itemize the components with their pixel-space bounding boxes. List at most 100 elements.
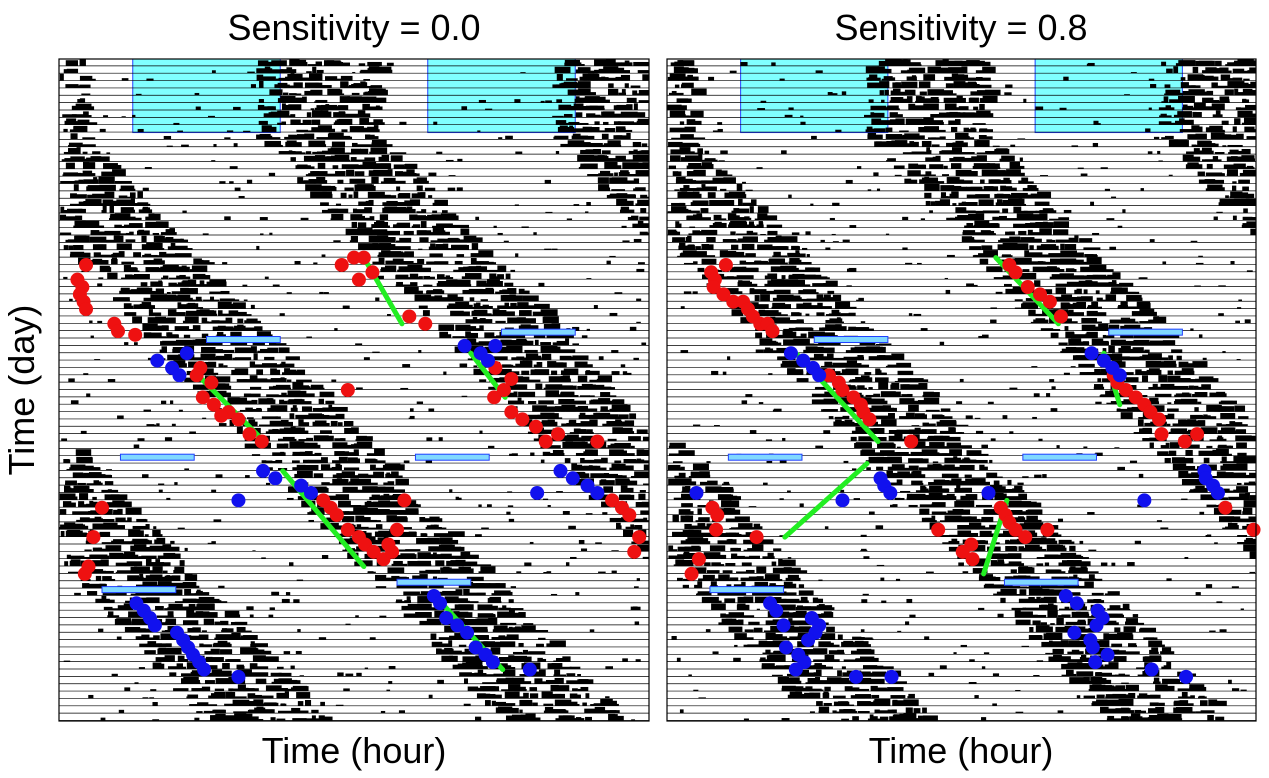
activity-bar — [384, 251, 402, 258]
activity-bar — [630, 606, 638, 611]
activity-bar — [210, 693, 224, 699]
activity-bar — [592, 402, 601, 405]
activity-bar — [98, 176, 115, 184]
activity-bar — [432, 210, 438, 213]
activity-bar — [569, 419, 577, 427]
activity-bar — [639, 155, 649, 162]
activity-bar — [386, 62, 394, 66]
activity-bar — [301, 406, 313, 412]
activity-bar — [1003, 177, 1010, 184]
onset-point-red — [334, 257, 349, 272]
onset-point-red — [351, 272, 366, 287]
activity-bar — [385, 260, 394, 265]
activity-bar — [97, 320, 103, 324]
activity-bar — [240, 635, 257, 640]
onset-point-blue — [530, 485, 545, 500]
activity-bar — [461, 395, 468, 397]
activity-bar — [343, 451, 350, 456]
activity-bar — [133, 252, 142, 258]
activity-bar — [538, 669, 546, 677]
activity-bar — [925, 157, 938, 162]
activity-bar — [518, 325, 527, 331]
activity-bar — [262, 76, 276, 81]
activity-bar — [1008, 198, 1023, 206]
activity-bar — [1178, 95, 1195, 103]
activity-bar — [1019, 157, 1023, 162]
activity-bar — [92, 156, 105, 162]
activity-bar — [309, 486, 327, 493]
activity-bar — [606, 260, 611, 265]
activity-bar — [111, 259, 118, 265]
activity-bar — [502, 342, 507, 346]
activity-bar — [511, 317, 523, 324]
activity-bar — [76, 253, 84, 258]
activity-bar — [478, 694, 487, 699]
activity-bar — [433, 552, 437, 559]
activity-bar — [633, 238, 642, 243]
activity-bar — [555, 150, 560, 155]
activity-bar — [229, 696, 247, 699]
activity-bar — [182, 581, 197, 589]
activity-bar — [460, 228, 470, 236]
activity-bar — [580, 157, 592, 162]
activity-bar — [403, 230, 414, 236]
activity-bar — [340, 438, 346, 441]
activity-bar — [275, 459, 283, 464]
onset-point-blue — [303, 485, 318, 500]
activity-bar — [282, 445, 287, 449]
activity-bar — [924, 192, 932, 199]
activity-bar — [883, 76, 893, 81]
activity-bar — [125, 239, 136, 243]
activity-bar — [440, 334, 452, 339]
activity-bar — [1013, 223, 1027, 228]
activity-bar — [1210, 132, 1225, 140]
activity-bar — [550, 362, 567, 368]
activity-bar — [265, 69, 278, 74]
activity-bar — [535, 383, 543, 390]
activity-bar — [578, 539, 585, 544]
activity-bar — [356, 387, 363, 390]
activity-bar — [1251, 70, 1256, 74]
activity-bar — [263, 702, 274, 706]
activity-bar — [635, 659, 641, 662]
activity-bar — [1010, 144, 1016, 147]
activity-bar — [341, 471, 355, 478]
activity-bar — [123, 224, 137, 228]
activity-bar — [256, 331, 271, 339]
activity-bar — [496, 679, 502, 684]
activity-bar — [499, 377, 508, 383]
activity-bar — [619, 407, 630, 412]
activity-bar — [387, 535, 400, 537]
activity-bar — [1100, 167, 1108, 169]
onset-point-blue — [268, 471, 283, 486]
activity-bar — [194, 357, 199, 361]
activity-bar — [436, 274, 445, 280]
activity-bar — [152, 719, 160, 721]
activity-bar — [580, 686, 589, 692]
activity-bar — [267, 460, 281, 464]
activity-bar — [84, 252, 91, 258]
onset-point-blue — [565, 471, 580, 486]
activity-bar — [199, 280, 205, 287]
activity-bar — [240, 350, 255, 353]
activity-bar — [62, 174, 73, 177]
activity-bar — [1242, 70, 1254, 74]
activity-bar — [679, 121, 685, 125]
activity-bar — [124, 626, 141, 633]
activity-bar — [98, 277, 104, 280]
activity-bar — [200, 637, 207, 640]
activity-bar — [253, 353, 258, 361]
activity-bar — [215, 634, 233, 640]
activity-bar — [551, 663, 563, 670]
activity-bar — [540, 342, 552, 346]
activity-bar — [543, 306, 548, 309]
activity-bar — [577, 673, 581, 677]
activity-bar — [622, 371, 628, 375]
activity-bar — [454, 312, 466, 316]
activity-bar — [394, 246, 411, 250]
activity-bar — [152, 662, 162, 670]
activity-bar — [396, 186, 401, 191]
activity-bar — [962, 180, 973, 184]
activity-bar — [208, 313, 218, 316]
activity-bar — [293, 686, 309, 692]
